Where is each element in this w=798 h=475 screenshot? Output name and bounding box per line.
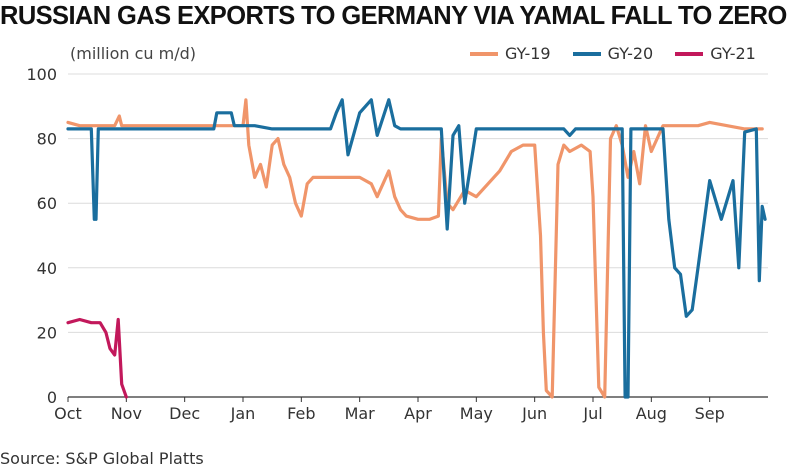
y-tick-label: 100 — [26, 65, 57, 84]
legend-swatch-gy19 — [470, 51, 498, 56]
legend-item-gy19: GY-19 — [470, 44, 551, 63]
legend-item-gy20: GY-20 — [572, 44, 654, 63]
x-tick-label: Aug — [636, 404, 667, 423]
legend-swatch-gy21 — [675, 51, 704, 56]
x-tick-label: Nov — [111, 404, 142, 423]
chart-title: RUSSIAN GAS EXPORTS TO GERMANY VIA YAMAL… — [0, 2, 787, 30]
legend-swatch-gy20 — [572, 51, 601, 56]
source-note: Source: S&P Global Platts — [0, 449, 204, 468]
y-tick-label: 80 — [37, 130, 57, 149]
x-tick-label: Mar — [345, 404, 376, 423]
legend-label-gy20: GY-20 — [607, 44, 654, 63]
series-line-gy19 — [66, 98, 764, 399]
legend-item-gy21: GY-21 — [675, 44, 756, 63]
legend-label-gy19: GY-19 — [505, 44, 551, 63]
legend-label-gy21: GY-21 — [710, 44, 756, 63]
series-line-gy20 — [66, 98, 767, 399]
x-tick-label: Jun — [521, 404, 547, 423]
chart-legend: GY-19 GY-20 GY-21 — [470, 44, 756, 63]
y-axis-unit-label: (million cu m/d) — [70, 44, 197, 63]
y-tick-label: 20 — [37, 323, 57, 342]
x-tick-label: May — [460, 404, 493, 423]
x-tick-label: Sep — [695, 404, 725, 423]
series-line-gy21 — [66, 317, 128, 399]
x-tick-label: Jul — [582, 404, 602, 423]
y-tick-label: 0 — [47, 388, 57, 407]
x-tick-label: Oct — [54, 404, 82, 423]
x-tick-label: Jan — [230, 404, 256, 423]
x-tick-label: Dec — [169, 404, 200, 423]
x-tick-label: Apr — [404, 404, 432, 423]
y-tick-label: 60 — [37, 194, 57, 213]
x-tick-label: Feb — [287, 404, 315, 423]
y-tick-label: 40 — [37, 259, 57, 278]
